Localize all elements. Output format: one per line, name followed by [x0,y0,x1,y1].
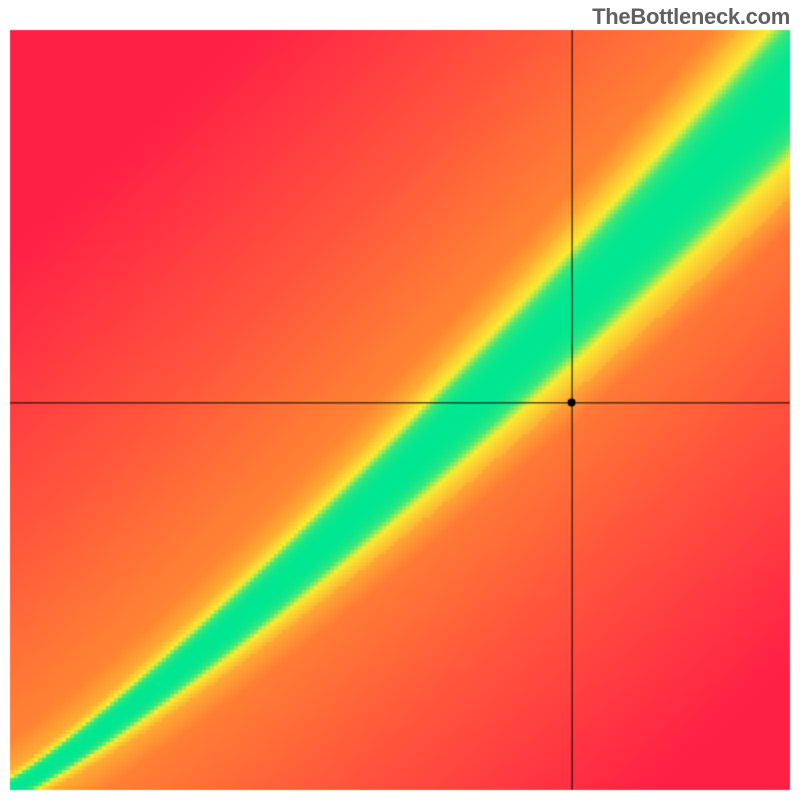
watermark-text: TheBottleneck.com [592,4,790,30]
bottleneck-heatmap [0,0,800,800]
